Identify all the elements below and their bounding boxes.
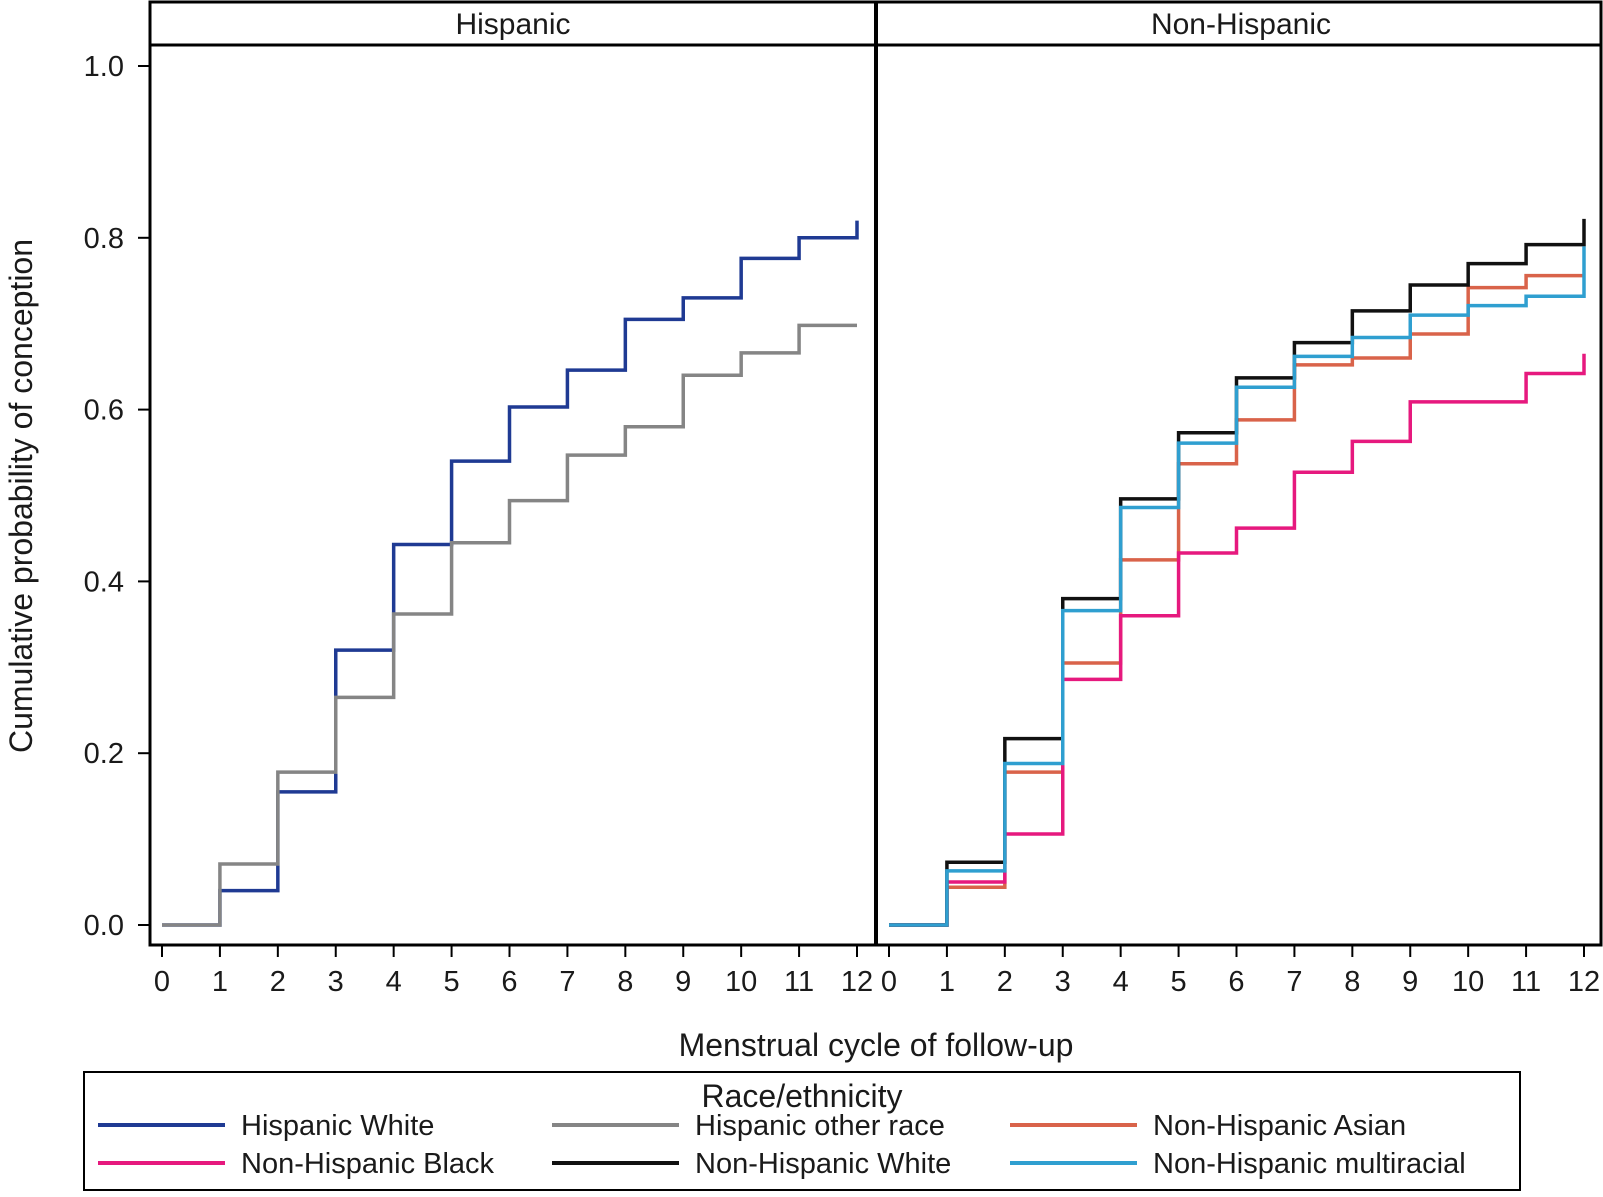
panel-hispanic: Hispanic 0 1 2 3 4 5 6 7 8 9 10 11 12: [148, 0, 878, 998]
x-tick-label: 0: [881, 966, 897, 998]
y-tick-label: 0.8: [84, 223, 124, 255]
x-tick-label: 1: [212, 966, 228, 998]
panel-non-hispanic-frame: [874, 43, 1603, 947]
x-tick-label: 10: [725, 966, 757, 998]
x-tick-label: 7: [559, 966, 575, 998]
y-tick-label: 0.4: [84, 566, 124, 598]
x-tick-label: 10: [1452, 966, 1484, 998]
legend-items: Hispanic White Hispanic other race Non-His…: [98, 1110, 1466, 1180]
y-tick-label: 1.0: [84, 51, 124, 83]
x-tick-label: 5: [1171, 966, 1187, 998]
series-non-hispanic-multiracial: [889, 246, 1586, 927]
panel-hispanic-title: Hispanic: [455, 8, 570, 41]
x-tick-label: 2: [997, 966, 1013, 998]
x-tick-label: 12: [841, 966, 873, 998]
x-tick-label: 3: [1055, 966, 1071, 998]
x-tick-label: 8: [617, 966, 633, 998]
series-non-hispanic-asian: [889, 273, 1584, 927]
y-tick-label: 0.6: [84, 395, 124, 427]
x-tick-label: 1: [939, 966, 955, 998]
x-tick-label: 4: [1113, 966, 1129, 998]
panel-hispanic-frame: [148, 43, 878, 947]
legend-label-non-hispanic-white: Non-Hispanic White: [695, 1148, 951, 1180]
series-hispanic-other-race: [162, 323, 857, 927]
y-axis: 0.0 0.2 0.4 0.6 0.8 1.0: [84, 51, 150, 942]
legend-label-non-hispanic-multiracial: Non-Hispanic multiracial: [1153, 1148, 1466, 1180]
legend-label-hispanic-other-race: Hispanic other race: [695, 1110, 945, 1142]
x-tick-label: 11: [784, 966, 814, 998]
x-tick-label: 5: [444, 966, 460, 998]
legend-label-non-hispanic-black: Non-Hispanic Black: [241, 1148, 495, 1180]
legend: Race/ethnicity Hispanic White Hispanic ot…: [83, 1071, 1521, 1191]
x-tick-label: 2: [270, 966, 286, 998]
legend-frame: [83, 1071, 1521, 1191]
x-tick-label: 6: [501, 966, 517, 998]
panel-non-hispanic-title: Non-Hispanic: [1151, 8, 1331, 41]
series-hispanic-white: [162, 220, 859, 927]
x-tick-label: 9: [1402, 966, 1418, 998]
x-tick-label: 0: [154, 966, 170, 998]
x-tick-label: 4: [386, 966, 402, 998]
y-tick-label: 0.0: [84, 910, 124, 942]
panel-hispanic-x-axis: 0 1 2 3 4 5 6 7 8 9 10 11 12: [154, 945, 873, 998]
legend-label-hispanic-white: Hispanic White: [241, 1110, 434, 1142]
x-tick-label: 3: [328, 966, 344, 998]
x-tick-label: 9: [675, 966, 691, 998]
x-tick-label: 6: [1228, 966, 1244, 998]
panel-hispanic-series: [162, 220, 859, 927]
x-tick-label: 12: [1568, 966, 1600, 998]
y-tick-label: 0.2: [84, 738, 124, 770]
panel-non-hispanic-x-axis: 0 1 2 3 4 5 6 7 8 9 10 11 12: [881, 945, 1600, 998]
x-tick-label: 11: [1511, 966, 1541, 998]
panel-hispanic-header: [148, 0, 878, 47]
x-tick-label: 8: [1344, 966, 1360, 998]
panel-non-hispanic-series: [889, 218, 1586, 927]
y-axis-title: Cumulative probability of conception: [3, 239, 39, 753]
legend-title: Race/ethnicity: [702, 1078, 903, 1114]
series-non-hispanic-white: [889, 218, 1586, 927]
x-tick-label: 7: [1286, 966, 1302, 998]
legend-label-non-hispanic-asian: Non-Hispanic Asian: [1153, 1110, 1406, 1142]
panel-non-hispanic: Non-Hispanic 0 1 2 3 4 5 6 7 8 9 10 11 12: [874, 0, 1603, 998]
x-axis-title: Menstrual cycle of follow-up: [679, 1027, 1074, 1063]
